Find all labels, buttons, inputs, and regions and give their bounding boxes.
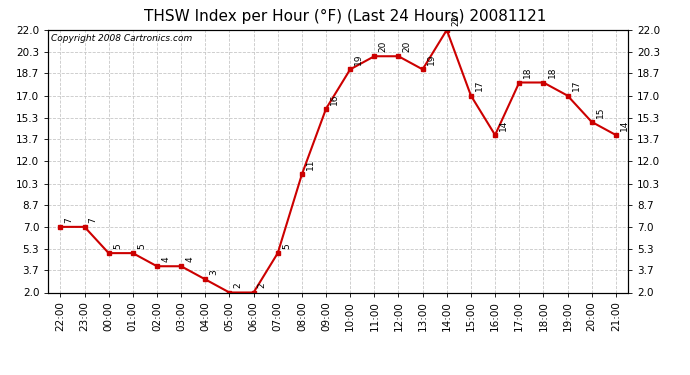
Text: 22: 22: [451, 15, 460, 26]
Text: 5: 5: [113, 243, 122, 249]
Text: 7: 7: [89, 217, 98, 223]
Text: 18: 18: [524, 67, 533, 78]
Text: 5: 5: [137, 243, 146, 249]
Text: 20: 20: [403, 41, 412, 52]
Text: 5: 5: [282, 243, 291, 249]
Text: THSW Index per Hour (°F) (Last 24 Hours) 20081121: THSW Index per Hour (°F) (Last 24 Hours)…: [144, 9, 546, 24]
Text: 16: 16: [331, 93, 339, 105]
Text: 14: 14: [500, 120, 509, 131]
Text: 2: 2: [234, 283, 243, 288]
Text: 11: 11: [306, 159, 315, 170]
Text: 17: 17: [475, 80, 484, 92]
Text: 15: 15: [596, 106, 605, 118]
Text: 19: 19: [427, 54, 436, 65]
Text: 17: 17: [572, 80, 581, 92]
Text: 14: 14: [620, 120, 629, 131]
Text: 18: 18: [548, 67, 557, 78]
Text: Copyright 2008 Cartronics.com: Copyright 2008 Cartronics.com: [51, 34, 193, 43]
Text: 19: 19: [355, 54, 364, 65]
Text: 4: 4: [161, 256, 170, 262]
Text: 2: 2: [258, 283, 267, 288]
Text: 20: 20: [379, 41, 388, 52]
Text: 4: 4: [186, 256, 195, 262]
Text: 7: 7: [65, 217, 74, 223]
Text: 3: 3: [210, 270, 219, 275]
